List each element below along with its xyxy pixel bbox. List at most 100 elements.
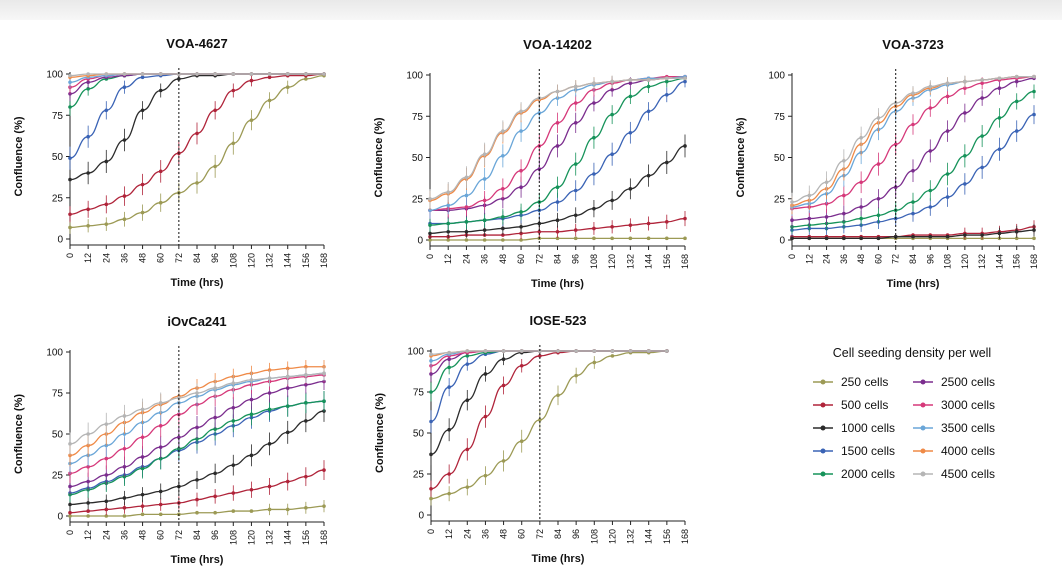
data-point [945,195,950,199]
legend-swatch-marker [920,379,926,385]
data-point [683,144,687,148]
data-point [428,208,432,213]
data-point [86,134,90,139]
data-point [158,489,163,494]
x-tick-label: 72 [174,530,184,540]
data-point [646,236,651,241]
data-point [428,231,432,236]
legend-entry: 3000 cells [913,398,995,412]
x-axis-label: Time (hrs) [532,553,585,565]
x-tick-label: 120 [246,253,256,268]
data-point [824,236,829,241]
x-axis-label: Time (hrs) [531,278,584,290]
data-point [429,372,433,376]
panel-title: IOSE-523 [529,313,586,328]
y-tick-label: 100 [406,71,423,82]
data-point [140,455,145,459]
legend-swatch-marker [820,448,826,454]
data-point [997,147,1002,152]
data-point [664,76,669,81]
data-point [231,381,236,385]
data-point [465,485,470,489]
data-point [610,88,614,92]
data-point [322,468,326,472]
data-point [285,404,290,408]
data-point [573,84,578,89]
series-2500-cells [68,373,326,495]
data-point [158,88,163,93]
data-point [592,172,596,176]
data-point [86,479,90,484]
data-point [610,349,615,353]
x-tick-label: 168 [319,530,329,545]
legend: Cell seeding density per well 250 cells 25… [813,346,995,481]
data-point [195,425,199,430]
data-point [158,169,163,174]
x-tick-label: 36 [119,253,129,263]
series-1000-cells [68,400,326,511]
data-point [195,181,199,185]
data-point [428,223,432,227]
data-point [465,362,470,366]
data-point [501,129,505,133]
data-point [429,486,433,491]
data-point [177,77,181,81]
chart-panel-1: VOA-14202 0 25 50 75 100 0 12 24 36 48 60 72 84 96 108 1… [373,37,690,290]
data-point [963,154,967,158]
data-point [573,101,578,105]
data-point [876,162,881,166]
data-point [610,79,614,84]
data-point [122,138,127,142]
x-tick-label: 108 [589,529,599,544]
data-point [322,504,326,508]
data-point [231,463,236,467]
data-point [664,93,669,97]
series-4500-cells [68,72,326,78]
data-point [249,412,254,417]
data-point [68,177,72,182]
data-point [997,231,1002,236]
data-point [538,418,542,422]
x-tick-label: 12 [804,254,814,264]
y-tick-label: 100 [46,70,63,81]
data-point [86,72,90,76]
data-point [482,177,487,181]
y-tick-label: 0 [57,512,63,523]
data-point [122,465,127,469]
data-point [501,459,506,463]
x-tick-label: 48 [499,529,509,539]
series-line [69,73,324,108]
data-point [68,105,72,109]
data-point [538,354,542,358]
x-tick-label: 168 [319,253,329,268]
data-point [592,226,596,231]
x-tick-label: 96 [925,254,935,264]
y-tick-label: 100 [46,348,63,359]
data-point [911,211,915,216]
data-point [1014,236,1019,241]
data-point [195,391,199,395]
data-point [304,364,308,369]
data-point [213,108,217,113]
data-point [893,234,898,239]
x-tick-label: 132 [626,529,636,544]
series-500-cells [68,72,326,223]
data-point [911,200,915,204]
data-point [501,357,506,362]
data-point [573,228,578,232]
data-point [1014,129,1019,133]
x-tick-label: 144 [283,253,293,268]
data-point [628,223,633,227]
x-tick-label: 36 [480,529,490,539]
data-point [592,101,596,105]
y-tick-label: 0 [779,236,785,247]
x-tick-label: 48 [856,254,866,264]
x-tick-label: 36 [480,254,490,264]
data-point [519,231,523,236]
legend-swatch-marker [820,379,826,385]
data-point [140,407,145,412]
data-point [683,216,687,221]
legend-label: 500 cells [841,398,888,412]
data-point [555,200,560,204]
data-point [158,456,163,461]
